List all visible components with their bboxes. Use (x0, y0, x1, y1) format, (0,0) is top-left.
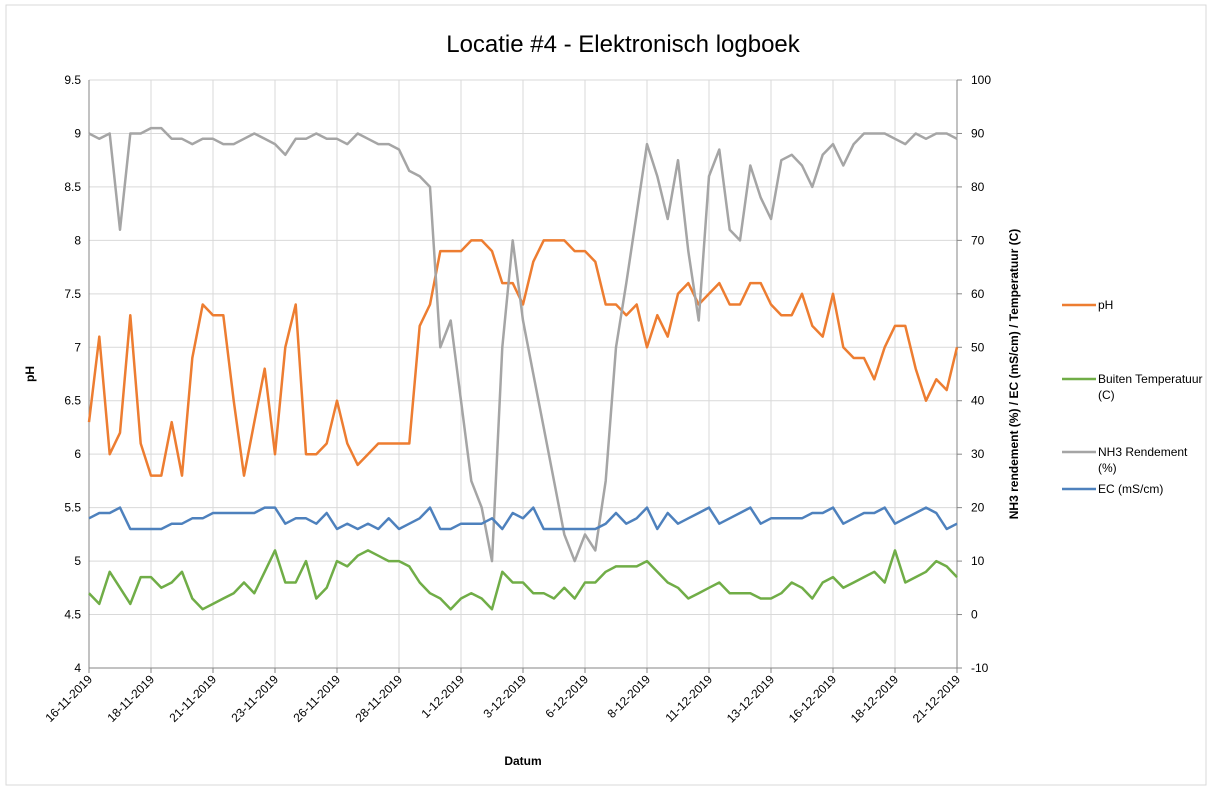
series-line (88, 549, 958, 611)
y2-tick-label: 40 (971, 394, 985, 408)
y2-tick-label: 100 (971, 73, 991, 87)
y2-tick-label: 80 (971, 180, 985, 194)
y-tick-label: 4 (74, 661, 81, 675)
y2-tick-label: 20 (971, 501, 985, 515)
y-tick-label: 6.5 (64, 394, 81, 408)
y-tick-label: 9 (74, 126, 81, 140)
y-axis-title: pH (23, 366, 37, 382)
chart-border (5, 4, 1207, 786)
y-tick-label: 5.5 (64, 501, 81, 515)
series-line (87, 239, 959, 477)
legend-label: EC (mS/cm) (1098, 482, 1164, 496)
y2-tick-label: 90 (971, 126, 985, 140)
legend-label: Buiten Temperatuur (C) (1098, 372, 1203, 402)
y-tick-label: 8 (74, 233, 81, 247)
y-tick-label: 7.5 (64, 287, 81, 301)
y2-axis-title: NH3 rendement (%) / EC (mS/cm) / Tempera… (1007, 229, 1021, 519)
y-tick-label: 6 (74, 447, 81, 461)
y-tick-label: 7 (74, 340, 81, 354)
y2-tick-label: 10 (971, 554, 985, 568)
series-line (88, 126, 958, 563)
y2-tick-label: 60 (971, 287, 985, 301)
legend-label: pH (1098, 298, 1114, 312)
x-axis-title: Datum (504, 754, 541, 768)
y2-tick-label: 50 (971, 340, 985, 354)
y-tick-label: 5 (74, 554, 81, 568)
legend-label: NH3 Rendement (%) (1098, 445, 1188, 475)
series-line (88, 506, 958, 531)
y2-tick-label: 70 (971, 233, 985, 247)
y2-tick-label: 30 (971, 447, 985, 461)
y-tick-label: 4.5 (64, 608, 81, 622)
y-tick-label: 8.5 (64, 180, 81, 194)
y-tick-label: 9.5 (64, 73, 81, 87)
y2-tick-label: -10 (971, 661, 989, 675)
y2-tick-label: 0 (971, 608, 978, 622)
chart-title: Locatie #4 - Elektronisch logboek (446, 31, 801, 58)
